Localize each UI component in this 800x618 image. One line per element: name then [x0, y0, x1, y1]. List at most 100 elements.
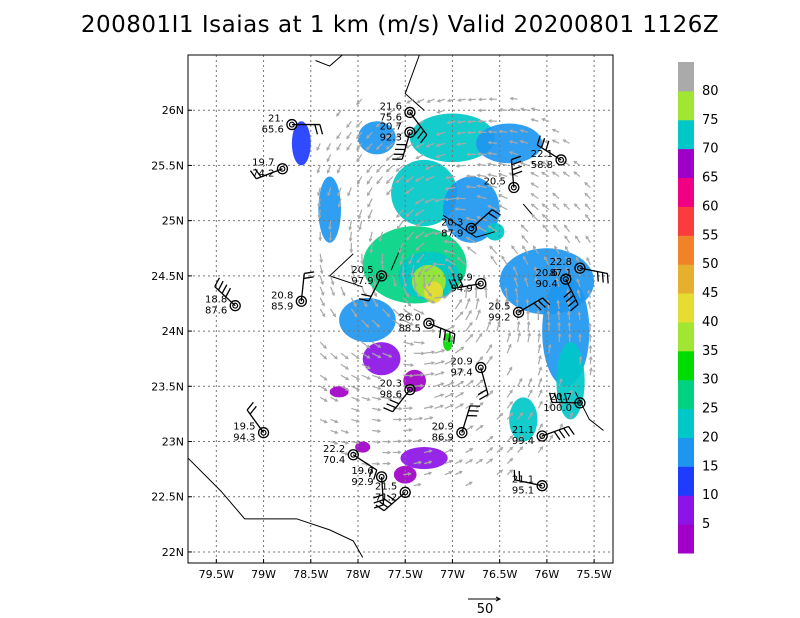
wind-vector [444, 250, 456, 255]
wind-vector-head [409, 406, 414, 411]
station-marker [456, 427, 468, 439]
station-label-humidity: 94.3 [233, 433, 255, 444]
wind-vector-head [501, 255, 505, 260]
wind-vector-head [578, 355, 583, 360]
wind-vector [521, 235, 529, 244]
wind-vector [521, 224, 529, 233]
station-label-humidity: 58.8 [531, 160, 553, 171]
wind-vector [496, 412, 504, 420]
wind-vector [372, 418, 381, 422]
wind-vector [327, 187, 332, 196]
wind-vector-head [337, 192, 341, 197]
wind-vector-head [520, 224, 525, 229]
wind-vector-head [555, 266, 559, 271]
wind-vector-head [366, 344, 371, 349]
wind-vector [424, 231, 435, 237]
wind-vector-head [514, 287, 519, 292]
wind-vector-head [551, 128, 556, 133]
wind-barb-flag [246, 401, 254, 411]
wind-vector-head [487, 140, 492, 145]
wind-vector-head [334, 430, 339, 434]
dropsonde-barb-layer [214, 106, 609, 512]
colorbar-segment [678, 148, 694, 179]
wind-vector [465, 481, 473, 487]
wind-vector-head [376, 461, 381, 466]
coastline [442, 214, 496, 238]
wind-vector-head [326, 147, 330, 151]
wind-vector [496, 447, 503, 454]
wind-barb-flag [606, 273, 609, 284]
station-marker [399, 486, 411, 498]
wind-vector-head [408, 439, 413, 443]
wind-vector-head [415, 247, 420, 251]
wind-vector [392, 308, 402, 317]
wind-vector [434, 360, 445, 365]
wind-vector-head [356, 181, 361, 185]
wind-vector-head [486, 183, 491, 188]
coastline [328, 253, 363, 288]
wind-vector [406, 231, 415, 241]
wind-vector-head [317, 214, 322, 219]
wind-vector-head [474, 286, 479, 290]
colorbar-label: 5 [702, 517, 710, 532]
wind-vector-head [564, 235, 568, 239]
station-label-humidity: 97.9 [351, 276, 373, 287]
wind-vector-head [414, 200, 419, 205]
wind-vector-head [377, 429, 382, 434]
wind-barb-flag [512, 165, 522, 171]
wind-vector [475, 333, 483, 343]
wind-vector-head [420, 351, 425, 356]
wind-vector-head [450, 392, 455, 397]
wind-vector [506, 446, 513, 453]
wind-vector-head [499, 469, 504, 474]
wind-vector [552, 203, 560, 211]
wind-vector [366, 131, 373, 139]
wind-vector [564, 235, 571, 244]
wind-vector-head [446, 120, 451, 125]
station-label-pressure: 19.6 [351, 466, 373, 477]
wind-vector-head [539, 445, 544, 450]
wind-vector-head [530, 172, 535, 176]
wind-vector-head [530, 203, 535, 208]
wind-vector [517, 446, 523, 453]
wind-barb-flag [518, 470, 521, 481]
wind-vector-head [489, 390, 494, 394]
wind-vector [465, 322, 473, 332]
wind-vector-head [546, 310, 551, 315]
wind-vector-head [488, 343, 493, 348]
wind-vector-head [429, 405, 434, 409]
wind-vector [372, 396, 381, 400]
wind-vector-head [443, 239, 448, 244]
station-marker [555, 154, 567, 166]
wind-vector-head [416, 99, 421, 104]
wind-vector-head [565, 267, 570, 272]
wind-vector-head [367, 192, 371, 197]
station-marker [404, 106, 416, 119]
wind-vector-head [376, 180, 380, 185]
wind-vector [403, 363, 414, 366]
wind-vector [564, 246, 571, 255]
wind-vector [346, 131, 352, 139]
wind-vector [563, 160, 570, 166]
station-label-pressure: 26.0 [399, 312, 421, 323]
wind-vector [427, 275, 436, 287]
wind-vector-head [477, 108, 482, 113]
wind-barb-flag [361, 293, 372, 297]
wind-vector [477, 185, 487, 189]
wind-vector [520, 129, 529, 133]
station-marker [229, 300, 241, 312]
wind-vector-head [428, 471, 433, 476]
wind-vector [499, 108, 508, 111]
wind-vector [436, 131, 446, 136]
wind-vector-head [321, 302, 325, 307]
wind-vector [486, 458, 493, 465]
wind-vector-head [539, 400, 543, 405]
wind-vector [498, 162, 508, 167]
wind-vector-head [398, 249, 402, 254]
wind-vector [530, 182, 539, 189]
wind-vector [349, 220, 352, 230]
wind-vector [361, 363, 371, 369]
wind-vector-head [372, 282, 377, 287]
wind-vector-head [498, 129, 503, 134]
wind-vector [541, 118, 549, 122]
